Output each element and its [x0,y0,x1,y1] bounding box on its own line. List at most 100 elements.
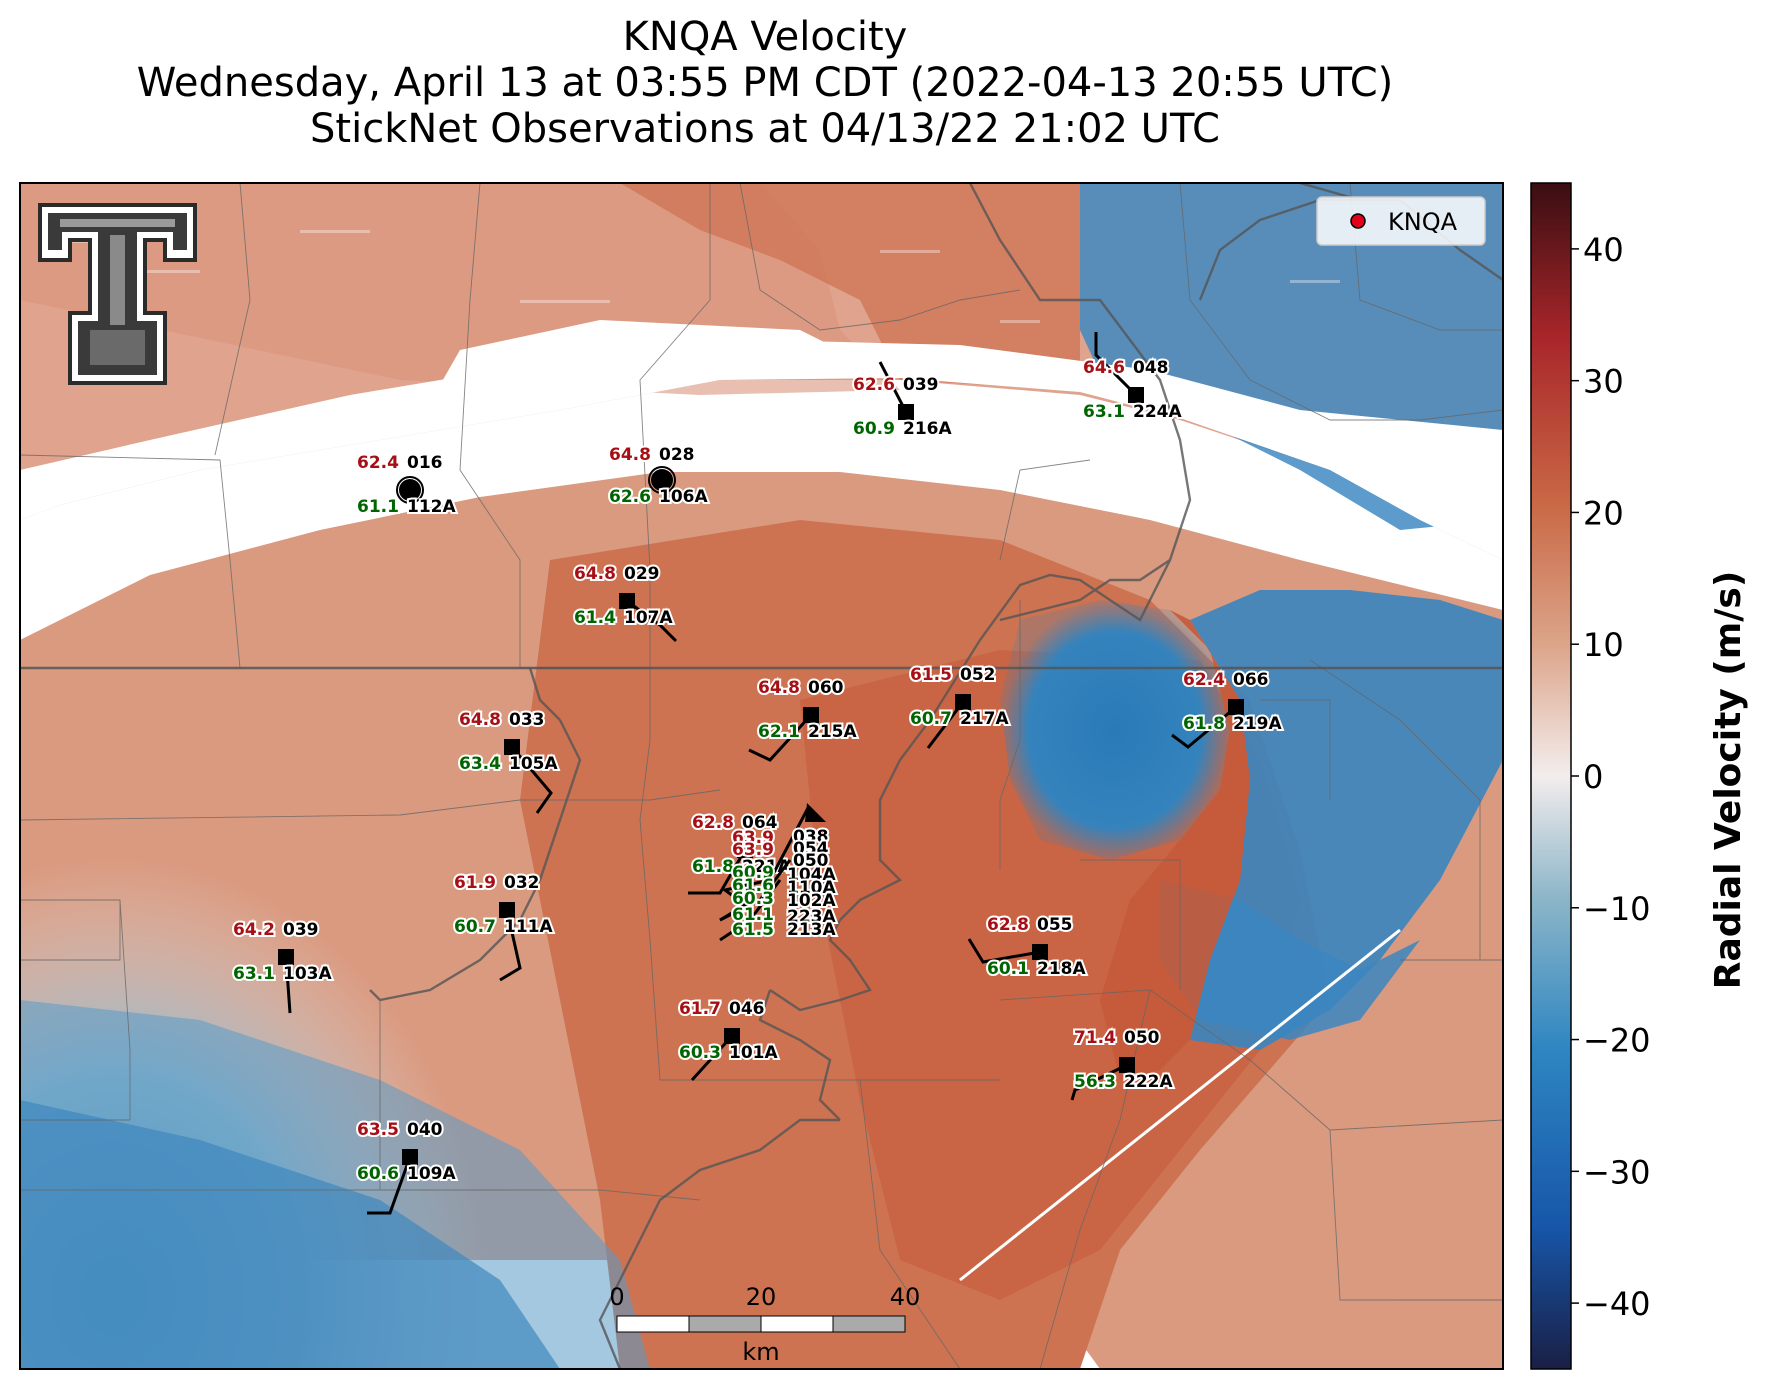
cluster-temperature-label: 63.9 [732,828,774,848]
station-id-label: 218A [1037,959,1086,979]
station-id-label: 224A [1133,402,1182,422]
station-square-icon [278,949,294,965]
station-id-label: 101A [729,1043,778,1063]
station-square-icon [504,739,520,755]
station-code-label: 066 [1233,670,1269,690]
temperature-label: 64.8 [609,445,651,465]
station-code-label: 033 [509,710,545,730]
station-107a[interactable]: 64.8 029 61.4 107A [572,562,678,643]
temperature-label: 64.6 [1083,358,1125,378]
station-id-label: 219A [1233,714,1282,734]
wind-barb [499,909,522,982]
calm-ring-icon [648,466,676,494]
station-square-icon [1119,1057,1135,1073]
station-square-icon [1128,387,1144,403]
wind-barb [1070,1063,1128,1101]
colorbar-tick-label: −30 [1583,1153,1651,1191]
station-215a[interactable]: 64.8 060 62.1 215A [748,676,859,762]
station-101a[interactable]: 61.7 046 60.3 101A [677,997,780,1082]
station-square-icon [402,1149,418,1165]
wind-barb [688,849,747,895]
station-code-label: 039 [283,920,319,940]
legend-label: KNQA [1388,208,1458,236]
station-id-label: 105A [509,754,558,774]
station-224a[interactable]: 64.6 048 63.1 224A [1081,332,1184,424]
station-109a[interactable]: 63.5 040 60.6 109A [355,1118,458,1215]
station-112a[interactable]: 62.4 016 61.1 112A [355,451,458,519]
station-105a[interactable]: 64.8 033 63.4 105A [457,708,560,814]
dewpoint-label: 61.8 [692,857,734,877]
wind-barb [719,859,792,922]
cluster-temperature-label: 63.9 [732,840,774,860]
barb-flag-icon [805,803,826,822]
station-id-label: 215A [808,722,857,742]
temperature-label: 62.8 [692,813,734,833]
station-106a[interactable]: 64.8 028 62.6 106A [607,443,710,509]
dewpoint-label: 60.1 [987,959,1029,979]
temperature-label: 62.6 [853,375,895,395]
cluster-code-label: 050 [793,851,829,871]
cluster-dewpoint-label: 61.1 [732,905,774,925]
scale-tick-20: 20 [746,1283,777,1311]
title-line-1: KNQA Velocity [622,14,908,60]
station-222a[interactable]: 71.4 050 56.3 222A [1070,1026,1175,1101]
station-id-label: 216A [903,419,952,439]
station-111a[interactable]: 61.9 032 60.7 111A [452,871,555,982]
scale-tick-0: 0 [609,1283,624,1311]
station-code-label: 050 [1124,1028,1160,1048]
temperature-label: 62.8 [987,915,1029,935]
cluster-dewpoint-label: 60.9 [732,863,774,883]
wind-barb [719,879,782,942]
cluster-dewpoint-label: 61.5 [732,920,774,940]
colorbar-tick-label: −40 [1583,1285,1651,1323]
station-code-label: 016 [407,453,443,473]
dewpoint-label: 63.4 [459,754,501,774]
plot-frame [19,182,1504,1370]
station-103a[interactable]: 64.2 039 63.1 103A [231,918,334,1014]
dewpoint-label: 62.6 [609,487,651,507]
station-217a[interactable]: 61.5 052 60.7 217A [908,663,1011,749]
colorbar-label: Radial Velocity (m/s) [1708,571,1749,990]
station-code-label: 052 [960,665,996,685]
dewpoint-label: 60.9 [853,419,895,439]
dewpoint-label: 60.7 [454,917,496,937]
station-code-label: 039 [903,375,939,395]
dewpoint-label: 60.6 [357,1164,399,1184]
title-line-2: Wednesday, April 13 at 03:55 PM CDT (202… [136,60,1394,106]
temperature-label: 61.5 [910,665,952,685]
radar-velocity-field [20,183,1503,1369]
station-218a[interactable]: 62.8 055 60.1 218A [967,913,1088,981]
temperature-label: 61.9 [454,873,496,893]
calm-ring-icon [396,476,424,504]
station-code-label: 032 [504,873,540,893]
scale-unit: km [742,1338,779,1366]
colorbar-tick-label: 30 [1583,363,1624,401]
station-216a[interactable]: 62.6 039 60.9 216A [851,361,954,441]
station-circle-icon [651,469,673,491]
station-code-label: 046 [729,999,765,1019]
station-code-label: 048 [1133,358,1169,378]
dewpoint-label: 60.7 [910,709,952,729]
temperature-label: 61.7 [679,999,721,1019]
station-id-label: 106A [659,487,708,507]
county-boundaries [20,183,1503,1369]
station-id-label: 111A [504,917,553,937]
wind-barb [510,746,553,814]
wind-barb [367,1156,412,1215]
colorbar-tick-label: 0 [1583,758,1603,796]
scale-bar: 0 20 40 km [609,1283,920,1366]
cluster-code-label: 054 [793,839,829,859]
station-code-label: 029 [624,564,660,584]
wind-barb [1171,705,1237,749]
dewpoint-label: 61.1 [357,497,399,517]
wind-barb [878,361,908,413]
dewpoint-label: 61.4 [574,608,616,628]
temperature-label: 64.2 [233,920,275,940]
station-id-label: 112A [407,497,456,517]
knqa-marker-icon [1350,213,1366,229]
station-219a[interactable]: 62.4 066 61.8 219A [1171,668,1284,749]
cluster-id-label: 104A [787,865,836,885]
station-id-label: 217A [960,709,1009,729]
